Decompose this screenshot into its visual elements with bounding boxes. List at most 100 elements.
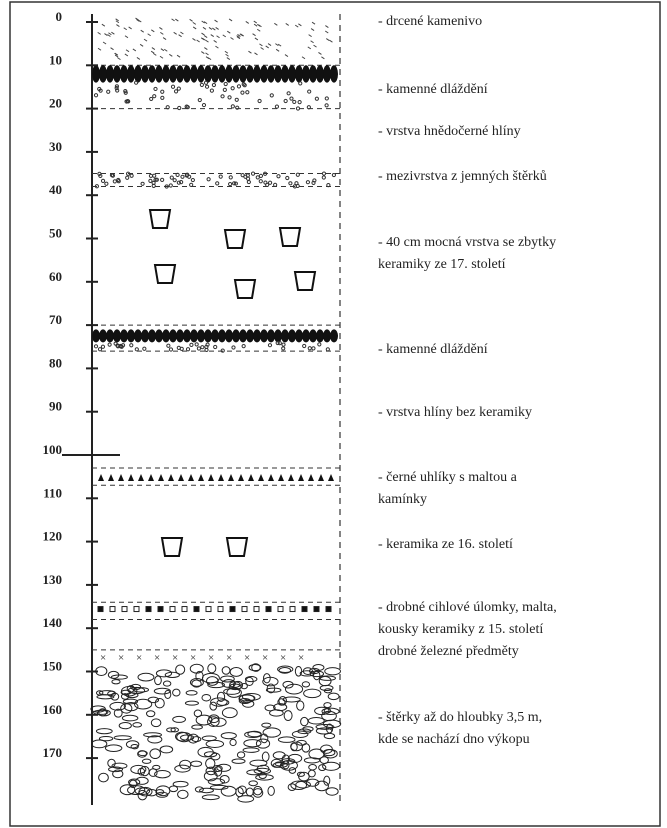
- paving-stone: [141, 329, 149, 343]
- pebble: [180, 174, 185, 179]
- gravel-stone: [318, 675, 332, 687]
- grit: [143, 38, 148, 42]
- paving-stone: [92, 65, 100, 83]
- paving-stone: [99, 65, 107, 83]
- gravel-stone: [284, 683, 304, 695]
- layer-description: kousky keramiky z 15. století: [378, 622, 543, 637]
- gravel-stone: [216, 763, 232, 772]
- gravel-stone: [120, 693, 130, 700]
- gravel-stone: [189, 678, 204, 687]
- gravel-stone: [177, 789, 189, 799]
- pebble: [228, 175, 233, 180]
- iron-mark: ×: [118, 652, 124, 664]
- pebble: [153, 177, 158, 182]
- gravel-stone: [194, 786, 204, 793]
- paving-stone: [253, 329, 261, 343]
- paving-stone: [190, 65, 198, 83]
- gravel-stone: [109, 701, 126, 711]
- pebble: [114, 84, 119, 89]
- pebble: [184, 104, 189, 109]
- gravel-stone: [139, 765, 150, 777]
- gravel-stone: [296, 771, 305, 777]
- pebble: [230, 86, 235, 91]
- grit: [252, 33, 256, 37]
- gravel-stone: [179, 759, 192, 770]
- gravel-stone: [251, 663, 261, 672]
- pebble: [173, 89, 179, 94]
- gravel-stone: [323, 708, 332, 714]
- grit: [115, 18, 119, 22]
- pebble: [317, 342, 322, 347]
- pebble: [209, 88, 214, 93]
- pebble: [165, 105, 170, 110]
- gravel-stone: [172, 715, 187, 723]
- grit: [178, 34, 182, 38]
- grit: [132, 48, 137, 52]
- gravel-stone: [207, 716, 220, 727]
- iron-mark: ×: [262, 652, 268, 664]
- grit: [150, 29, 155, 33]
- gravel-stone: [201, 693, 212, 702]
- charcoal: [178, 473, 184, 481]
- grit: [258, 24, 262, 28]
- paving-stone: [190, 329, 198, 343]
- grit: [169, 53, 173, 57]
- gravel-stone: [229, 667, 243, 677]
- gravel-stone: [231, 758, 246, 764]
- pebble: [129, 173, 134, 178]
- pebble: [197, 97, 202, 103]
- grit: [228, 18, 233, 22]
- grit: [159, 55, 164, 59]
- grit: [222, 34, 227, 38]
- gravel-stone: [189, 663, 204, 674]
- iron-mark: ×: [280, 652, 286, 664]
- paving-stone: [309, 65, 317, 83]
- gravel-stone: [156, 791, 169, 798]
- gravel-stone: [301, 681, 311, 688]
- grit: [97, 31, 101, 35]
- gravel-stone: [295, 780, 311, 789]
- grit: [259, 43, 263, 47]
- pebble: [258, 179, 263, 184]
- brick-fragment: [217, 606, 224, 613]
- grit: [173, 31, 177, 35]
- gravel-stone: [127, 785, 146, 796]
- pebble: [123, 88, 128, 94]
- iron-mark: ×: [136, 652, 142, 664]
- depth-label: 130: [43, 572, 63, 587]
- gravel-stone: [296, 739, 307, 746]
- paving-stone: [267, 329, 275, 343]
- gravel-stone: [155, 669, 173, 678]
- pebble: [245, 176, 251, 181]
- gravel-stone: [258, 772, 267, 780]
- gravel-stone: [309, 670, 325, 678]
- gravel-stone: [146, 710, 156, 718]
- layer-textures: × × × × × × × × × × × ×: [90, 17, 342, 803]
- grit: [207, 57, 212, 61]
- grit: [147, 33, 151, 37]
- grit: [151, 47, 156, 51]
- paving-stone: [106, 65, 114, 83]
- grit: [236, 35, 240, 39]
- gravel-stone: [272, 762, 288, 768]
- pebble: [97, 86, 102, 92]
- pebble: [324, 96, 329, 101]
- pebble: [168, 183, 173, 188]
- paving-stone: [239, 329, 247, 343]
- gravel-stone: [210, 752, 221, 761]
- pebble: [98, 173, 103, 179]
- gravel-stone: [261, 751, 270, 762]
- grit: [275, 48, 280, 52]
- pebble: [152, 94, 157, 99]
- charcoal: [148, 473, 154, 481]
- gravel-stone: [307, 769, 316, 778]
- gravel-stone: [327, 692, 340, 701]
- grit: [236, 36, 241, 40]
- gravel-stone: [149, 748, 162, 759]
- paving-stone: [113, 65, 121, 83]
- grit: [160, 31, 164, 35]
- pebble: [125, 175, 130, 180]
- paving-stone: [295, 65, 303, 83]
- gravel-stone: [237, 785, 247, 795]
- gravel-stone: [325, 787, 339, 796]
